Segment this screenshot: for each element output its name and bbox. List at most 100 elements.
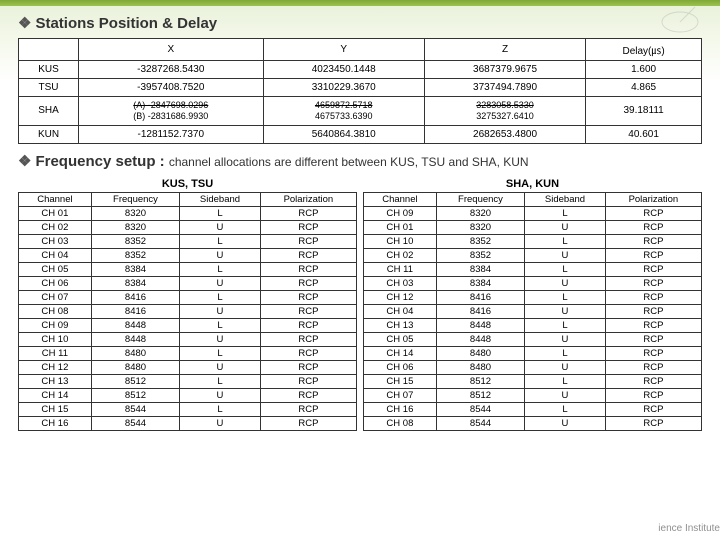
freq-left-label: KUS, TSU	[18, 176, 357, 192]
table-row: CH 128416LRCP	[364, 290, 702, 304]
freq-cell: 8544	[436, 416, 524, 430]
table-row: CH 108352LRCP	[364, 234, 702, 248]
freq-cell: L	[525, 402, 606, 416]
cell-y: 3310229.3670	[263, 79, 424, 97]
freq-cell: RCP	[605, 262, 701, 276]
freq-cell: RCP	[605, 206, 701, 220]
freq-cell: 8384	[91, 262, 179, 276]
freq-cell: CH 11	[364, 262, 437, 276]
table-row: CH 148480LRCP	[364, 346, 702, 360]
freq-header-cell: Polarization	[605, 192, 701, 206]
cell-x: -3287268.5430	[79, 61, 264, 79]
stations-header-cell: Y	[263, 39, 424, 61]
freq-cell: RCP	[605, 276, 701, 290]
freq-cell: CH 01	[364, 220, 437, 234]
freq-cell: 8416	[436, 290, 524, 304]
freq-cell: CH 10	[19, 332, 92, 346]
freq-cell: L	[525, 206, 606, 220]
freq-cell: 8352	[91, 248, 179, 262]
freq-cell: CH 12	[364, 290, 437, 304]
freq-cell: RCP	[605, 304, 701, 318]
table-row: CH 078416LRCP	[19, 290, 357, 304]
cell-x: -3957408.7520	[79, 79, 264, 97]
table-row: CH 168544URCP	[19, 416, 357, 430]
freq-cell: U	[525, 276, 606, 290]
freq-cell: CH 04	[19, 248, 92, 262]
freq-cell: U	[525, 220, 606, 234]
table-row: CH 138448LRCP	[364, 318, 702, 332]
freq-cell: 8544	[91, 416, 179, 430]
table-row: CH 148512URCP	[19, 388, 357, 402]
freq-cell: RCP	[260, 360, 356, 374]
freq-cell: CH 13	[364, 318, 437, 332]
table-row: CH 068480URCP	[364, 360, 702, 374]
freq-cell: L	[180, 318, 261, 332]
freq-right-label: SHA, KUN	[363, 176, 702, 192]
freq-cell: L	[525, 374, 606, 388]
table-row: KUN-1281152.73705640864.38102682653.4800…	[19, 125, 702, 143]
freq-cell: 8544	[436, 402, 524, 416]
freq-left-table: ChannelFrequencySidebandPolarization CH …	[18, 192, 357, 431]
freq-cell: U	[180, 304, 261, 318]
freq-cell: CH 16	[364, 402, 437, 416]
freq-cell: 8320	[436, 206, 524, 220]
freq-cell: U	[525, 248, 606, 262]
table-row: CH 018320URCP	[364, 220, 702, 234]
table-row: CH 058448URCP	[364, 332, 702, 346]
cell-z: 3283058.53303275327.6410	[424, 97, 585, 126]
freq-cell: U	[180, 360, 261, 374]
freq-cell: L	[180, 262, 261, 276]
freq-cell: L	[525, 290, 606, 304]
table-row: CH 158512LRCP	[364, 374, 702, 388]
freq-cell: RCP	[605, 248, 701, 262]
bullet-icon: ❖	[18, 153, 31, 170]
freq-cell: 8480	[436, 360, 524, 374]
table-row: CH 108448URCP	[19, 332, 357, 346]
table-row: TSU-3957408.75203310229.36703737494.7890…	[19, 79, 702, 97]
freq-cell: CH 12	[19, 360, 92, 374]
freq-cell: CH 10	[364, 234, 437, 248]
freq-cell: 8416	[91, 304, 179, 318]
freq-cell: CH 11	[19, 346, 92, 360]
station-name: KUS	[19, 61, 79, 79]
dish-decoration	[650, 2, 710, 42]
table-row: CH 068384URCP	[19, 276, 357, 290]
freq-cell: CH 15	[364, 374, 437, 388]
freq-cell: 8352	[436, 248, 524, 262]
station-name: KUN	[19, 125, 79, 143]
table-row: CH 118480LRCP	[19, 346, 357, 360]
stations-title-text: Stations Position & Delay	[35, 15, 217, 32]
freq-right-table: ChannelFrequencySidebandPolarization CH …	[363, 192, 702, 431]
freq-cell: CH 07	[19, 290, 92, 304]
freq-header-cell: Channel	[364, 192, 437, 206]
freq-cell: RCP	[260, 248, 356, 262]
freq-cell: 8352	[436, 234, 524, 248]
stations-header-cell: X	[79, 39, 264, 61]
freq-cell: CH 15	[19, 402, 92, 416]
freq-cell: RCP	[605, 220, 701, 234]
table-row: CH 098448LRCP	[19, 318, 357, 332]
station-name: SHA	[19, 97, 79, 126]
cell-z: 3687379.9675	[424, 61, 585, 79]
table-row: SHA(A) -2847698.0296(B) -2831686.9930465…	[19, 97, 702, 126]
freq-cell: 8512	[436, 388, 524, 402]
section-freq-title: ❖Frequency setup : channel allocations a…	[18, 152, 702, 170]
freq-title-prefix: Frequency setup :	[35, 153, 168, 170]
freq-cell: CH 05	[19, 262, 92, 276]
freq-cell: RCP	[605, 388, 701, 402]
freq-cell: L	[180, 206, 261, 220]
stations-header-cell: Z	[424, 39, 585, 61]
freq-header-cell: Sideband	[180, 192, 261, 206]
freq-cell: 8448	[436, 332, 524, 346]
freq-cell: 8320	[91, 220, 179, 234]
freq-cell: CH 14	[19, 388, 92, 402]
freq-cell: U	[180, 276, 261, 290]
freq-cell: U	[180, 416, 261, 430]
bullet-icon: ❖	[18, 15, 31, 32]
freq-cell: RCP	[605, 332, 701, 346]
freq-cell: L	[525, 346, 606, 360]
freq-cell: 8384	[436, 262, 524, 276]
freq-cell: RCP	[260, 416, 356, 430]
freq-cell: RCP	[605, 234, 701, 248]
freq-cell: 8544	[91, 402, 179, 416]
